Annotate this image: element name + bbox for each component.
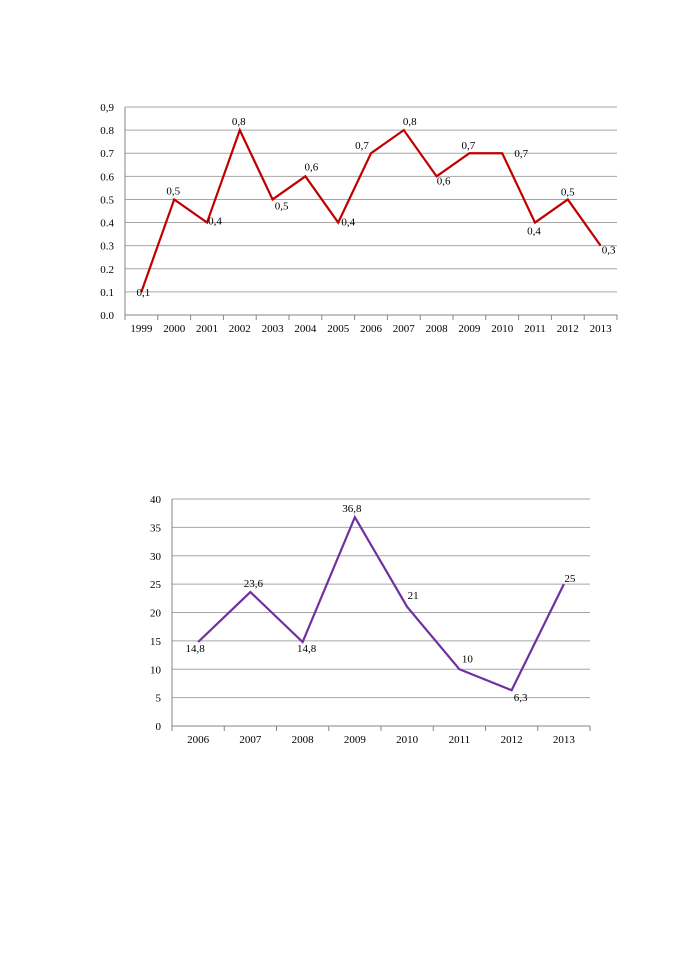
chart-1-y-tick-label: 0.3 bbox=[100, 241, 114, 253]
chart-2-x-tick-label: 2007 bbox=[239, 734, 262, 746]
chart-1-x-tick-label: 2005 bbox=[327, 323, 350, 335]
chart-1-x-tick-label: 2012 bbox=[557, 323, 579, 335]
chart-1-x-tick-label: 2006 bbox=[360, 323, 383, 335]
chart-2-y-tick-label: 15 bbox=[150, 636, 162, 648]
chart-1-x-tick-label: 2007 bbox=[393, 323, 416, 335]
chart-2-series-line bbox=[197, 514, 565, 692]
chart-1-x-tick-label: 2004 bbox=[294, 323, 317, 335]
chart-2-y-tick-label: 30 bbox=[150, 551, 162, 563]
chart-1-data-label: 0,6 bbox=[305, 161, 319, 173]
chart-1-data-label: 0,7 bbox=[355, 140, 369, 152]
chart-1-series-line bbox=[140, 127, 602, 293]
chart-2-x-tick-label: 2012 bbox=[501, 734, 523, 746]
chart-2-x-tick-label: 2006 bbox=[187, 734, 210, 746]
chart-1-y-tick-label: 0.8 bbox=[100, 125, 114, 137]
chart-1-data-label: 0,5 bbox=[166, 185, 180, 197]
chart-1-x-tick-label: 2011 bbox=[524, 323, 546, 335]
chart-2-x-tick-label: 2008 bbox=[292, 734, 315, 746]
chart-2-x-tick-label: 2009 bbox=[344, 734, 367, 746]
chart-1-data-label: 0,5 bbox=[275, 200, 289, 212]
chart-2-data-label: 21 bbox=[408, 590, 419, 602]
chart-2-x-tick-label: 2011 bbox=[449, 734, 471, 746]
chart-1: 0.0 0.1 0.2 0.3 0.4 0.5 0.6 0.7 0.8 0,9 1999 2000 20… bbox=[100, 102, 618, 335]
chart-1-data-label: 0,3 bbox=[602, 245, 616, 257]
chart-2-y-tick-label: 0 bbox=[156, 721, 162, 733]
chart-2-data-label: 36,8 bbox=[342, 503, 362, 515]
chart-1-x-tick-label: 2002 bbox=[229, 323, 251, 335]
chart-1-data-label: 0,1 bbox=[137, 287, 151, 299]
chart-1-y-tick-label: 0.6 bbox=[100, 171, 114, 183]
chart-1-data-label: 0,4 bbox=[208, 216, 222, 228]
chart-2-data-label: 14,8 bbox=[297, 643, 317, 655]
chart-2-data-label: 10 bbox=[462, 653, 474, 665]
chart-1-data-label: 0,7 bbox=[514, 148, 528, 160]
chart-2-y-tick-label: 5 bbox=[156, 693, 162, 705]
chart-1-x-tick-label: 2013 bbox=[590, 323, 613, 335]
chart-2-y-tick-label: 35 bbox=[150, 522, 162, 534]
chart-1-data-label: 0,4 bbox=[527, 226, 541, 238]
chart-2-x-tick-label: 2010 bbox=[396, 734, 419, 746]
chart-1-x-tick-label: 2000 bbox=[163, 323, 186, 335]
chart-1-data-label: 0,8 bbox=[403, 116, 417, 128]
chart-1-x-tick-label: 2009 bbox=[458, 323, 481, 335]
chart-1-x-tick-label: 2001 bbox=[196, 323, 218, 335]
chart-1-x-tick-label: 2003 bbox=[262, 323, 285, 335]
chart-1-data-label: 0,7 bbox=[462, 140, 476, 152]
chart-1-y-tick-label: 0.7 bbox=[100, 148, 114, 160]
chart-2-y-tick-label: 25 bbox=[150, 579, 162, 591]
chart-2-data-label: 6,3 bbox=[514, 692, 528, 704]
chart-1-x-tick-label: 2008 bbox=[426, 323, 449, 335]
chart-1-data-label: 0,5 bbox=[561, 186, 575, 198]
chart-1-y-tick-label: 0,9 bbox=[100, 102, 114, 114]
chart-1-x-tick-label: 2010 bbox=[491, 323, 514, 335]
chart-1-y-tick-label: 0.5 bbox=[100, 194, 114, 206]
chart-1-data-label: 0,6 bbox=[437, 175, 451, 187]
chart-2-data-label: 25 bbox=[564, 573, 576, 585]
chart-2-data-label: 14,8 bbox=[186, 643, 206, 655]
chart-1-y-tick-label: 0.0 bbox=[100, 310, 114, 322]
chart-1-y-tick-label: 0.4 bbox=[100, 218, 114, 230]
chart-2-y-tick-label: 10 bbox=[150, 664, 162, 676]
chart-2-y-tick-label: 20 bbox=[150, 608, 162, 620]
chart-2-x-tick-label: 2013 bbox=[553, 734, 576, 746]
chart-1-y-tick-label: 0.2 bbox=[100, 264, 114, 276]
chart-1-data-label: 0,4 bbox=[341, 217, 355, 229]
chart-2-data-label: 23,6 bbox=[244, 578, 264, 590]
chart-1-x-tick-label: 1999 bbox=[130, 323, 153, 335]
chart-1-y-tick-label: 0.1 bbox=[100, 287, 114, 299]
chart-1-data-label: 0,8 bbox=[232, 116, 246, 128]
chart-2-y-tick-label: 40 bbox=[150, 494, 162, 506]
